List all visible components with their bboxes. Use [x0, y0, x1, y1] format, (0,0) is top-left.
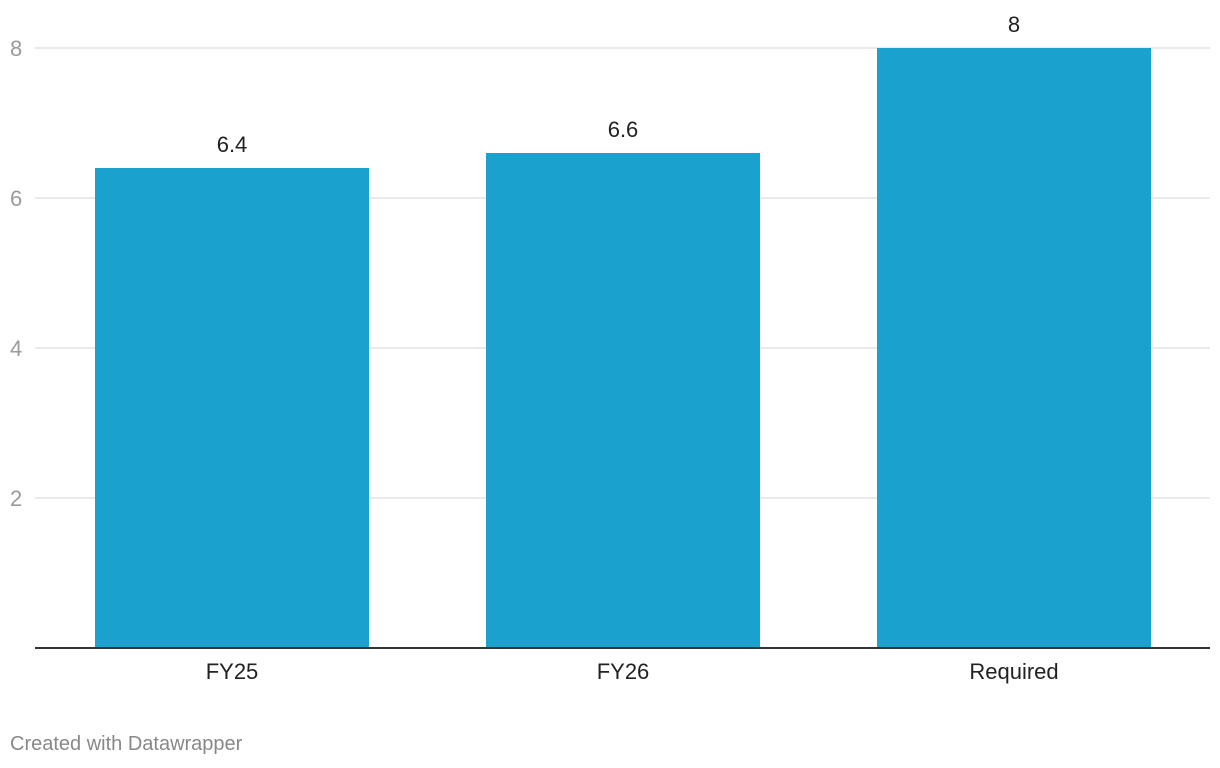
- bar-value-label: 6.4: [217, 132, 248, 157]
- bar-value-labels: 6.4 6.6 8: [217, 12, 1020, 157]
- y-tick-label: 2: [10, 486, 22, 511]
- y-tick-label: 4: [10, 336, 22, 361]
- x-category-label: Required: [969, 659, 1058, 684]
- bar-required: [877, 48, 1151, 648]
- bar-chart: 2 4 6 8 6.4 6.6 8 FY25 FY26 Required: [10, 12, 1210, 684]
- y-tick-label: 6: [10, 186, 22, 211]
- bar-fy25: [95, 168, 369, 648]
- bar-value-label: 6.6: [608, 117, 639, 142]
- y-axis-tick-labels: 2 4 6 8: [10, 36, 22, 511]
- bar-fy26: [486, 153, 760, 648]
- y-tick-label: 8: [10, 36, 22, 61]
- bar-value-label: 8: [1008, 12, 1020, 37]
- x-category-label: FY25: [206, 659, 259, 684]
- x-category-label: FY26: [597, 659, 650, 684]
- datawrapper-credit: Created with Datawrapper: [10, 733, 243, 755]
- bars: [95, 48, 1151, 648]
- x-axis-category-labels: FY25 FY26 Required: [206, 659, 1059, 684]
